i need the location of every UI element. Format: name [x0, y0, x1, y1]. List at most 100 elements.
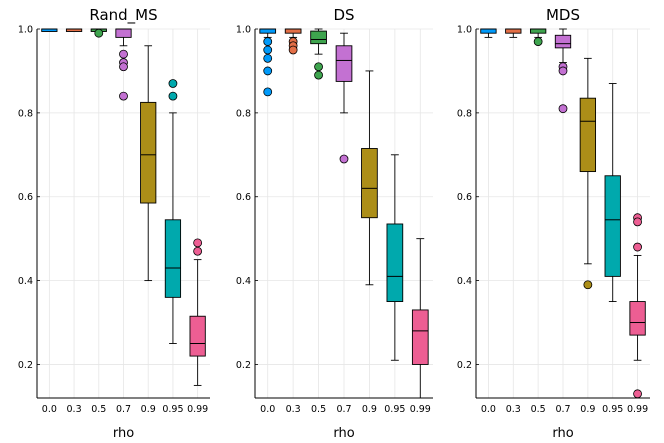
x-tick-label: 0.7 [116, 404, 131, 415]
outlier-point [633, 389, 642, 398]
box-0-7 [335, 32, 353, 164]
y-tick-label: 1.0 [18, 25, 33, 36]
x-tick-label: 0.5 [91, 404, 106, 415]
panel-title: Rand_MS [89, 6, 157, 25]
box-0-3 [284, 28, 302, 55]
x-tick-label: 0.3 [67, 404, 82, 415]
x-tick-label: 0.95 [162, 404, 183, 415]
x-tick-label: 0.5 [531, 404, 546, 415]
box-0-7 [115, 28, 132, 101]
iqr-box [579, 97, 597, 173]
iqr-box [115, 28, 132, 38]
y-tick-label: 0.6 [18, 192, 33, 203]
x-tick-label: 0.0 [260, 404, 275, 415]
box-0-95 [164, 79, 182, 344]
panel-rand-ms: 0.2 0.4 0.6 0.8 1.0 0.0 0.3 0.5 0.7 0.9 0.95 0.99 Ra… [18, 6, 210, 441]
outlier-point [633, 217, 642, 227]
outlier-point [168, 79, 178, 88]
x-tick-label: 0.7 [336, 404, 351, 415]
panel-ds: 0.2 0.4 0.6 0.8 1.0 0.0 0.3 0.5 0.7 0.9 0.95 0.99 DS… [236, 6, 433, 441]
box-0-9 [579, 57, 597, 290]
iqr-box [164, 219, 182, 298]
y-tick-label: 0.8 [457, 108, 472, 119]
x-axis-label: rho [333, 426, 354, 441]
iqr-box [629, 301, 646, 336]
panel-title: DS [333, 6, 354, 24]
outlier-point [533, 37, 543, 46]
iqr-box [361, 148, 378, 219]
box-0-5 [529, 28, 547, 46]
panel-mds: 0.2 0.4 0.6 0.8 1.0 0.0 0.3 0.5 0.7 0.9 0.95 0.99 MD… [457, 6, 650, 441]
outlier-point [263, 37, 273, 46]
y-tick-label: 0.8 [18, 108, 33, 119]
outlier-point [263, 66, 273, 76]
outlier-point [633, 242, 642, 252]
y-tick-label: 1.0 [236, 25, 251, 36]
x-tick-label: 0.99 [410, 404, 431, 415]
box-0-7 [554, 28, 572, 114]
x-tick-label: 0.7 [555, 404, 570, 415]
iqr-box [386, 223, 404, 303]
y-tick-label: 0.4 [236, 276, 251, 287]
iqr-box [505, 28, 522, 34]
x-axis-label: rho [552, 426, 573, 441]
outlier-point [263, 45, 273, 55]
iqr-box [189, 315, 206, 357]
y-tick-label: 0.8 [236, 108, 251, 119]
outlier-point [119, 91, 128, 101]
box-0-9 [361, 70, 378, 286]
outlier-point [263, 53, 273, 63]
x-tick-label: 0.9 [141, 404, 156, 415]
x-tick-label: 0.5 [311, 404, 326, 415]
x-tick-label: 0.95 [384, 404, 405, 415]
outlier-point [94, 28, 104, 38]
outlier-point [193, 238, 203, 248]
outlier-point [263, 87, 273, 97]
outlier-point [583, 280, 593, 290]
outlier-point [288, 45, 298, 55]
outlier-point [314, 62, 323, 72]
iqr-box [480, 28, 497, 34]
y-tick-label: 0.2 [18, 360, 33, 371]
iqr-box [259, 28, 277, 34]
y-tick-label: 1.0 [457, 25, 472, 36]
box-0-3 [65, 28, 83, 32]
iqr-box [604, 175, 621, 277]
outlier-point [168, 91, 178, 101]
plot-area [259, 28, 429, 398]
panel-title: MDS [546, 6, 580, 24]
box-0-99 [411, 238, 429, 398]
outlier-point [339, 154, 349, 164]
iqr-box [335, 45, 353, 82]
y-tick-label: 0.2 [236, 360, 251, 371]
iqr-box [140, 101, 157, 204]
box-0-95 [604, 83, 621, 303]
x-tick-label: 0.3 [286, 404, 301, 415]
iqr-box [529, 28, 547, 34]
outlier-point [558, 66, 568, 76]
box-0-3 [505, 28, 522, 38]
y-tick-label: 0.2 [457, 360, 472, 371]
iqr-box [310, 30, 327, 45]
iqr-box [554, 34, 572, 49]
box-0-5 [90, 28, 107, 38]
plot-area [480, 28, 646, 398]
y-tick-label: 0.4 [457, 276, 472, 287]
box-0-5 [310, 28, 327, 80]
outlier-point [119, 49, 128, 59]
x-axis-label: rho [113, 426, 134, 441]
outlier-point [193, 246, 203, 256]
x-tick-label: 0.99 [187, 404, 208, 415]
box-0-99 [629, 213, 646, 398]
y-tick-label: 0.4 [18, 276, 33, 287]
box-0-0 [480, 28, 497, 38]
x-tick-label: 0.0 [481, 404, 496, 415]
x-tick-label: 0.99 [627, 404, 648, 415]
outlier-point [314, 70, 323, 80]
box-0-0 [41, 28, 58, 32]
outlier-point [558, 104, 568, 114]
y-tick-label: 0.6 [457, 192, 472, 203]
x-tick-label: 0.0 [42, 404, 57, 415]
x-tick-label: 0.9 [580, 404, 595, 415]
